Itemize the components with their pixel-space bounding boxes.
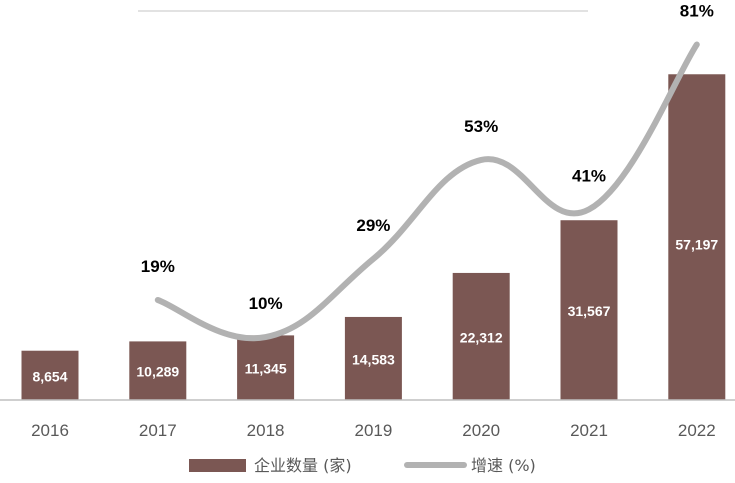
bar-series: 8,654 10,289 11,345 14,583 22,312 31,567 57,19… (21, 74, 726, 400)
bar-2019 (344, 316, 402, 400)
bar-2018 (237, 335, 295, 400)
legend-bar-label: 企业数量 (家) (254, 456, 352, 475)
bar-2017 (129, 341, 187, 400)
x-tick-label: 2020 (462, 421, 500, 440)
bar-value-label: 11,345 (245, 361, 287, 377)
growth-rate-line (154, 41, 700, 342)
bar-2022 (668, 74, 726, 400)
growth-rate-label: 19% (141, 257, 175, 276)
bar-value-label: 10,289 (136, 364, 179, 380)
bar-value-label: 8,654 (32, 368, 67, 384)
bar-value-label: 14,583 (352, 351, 395, 367)
x-tick-label: 2018 (247, 421, 285, 440)
growth-rate-label: 41% (572, 166, 606, 185)
bar-2016 (21, 350, 79, 400)
bar-2020 (452, 272, 510, 400)
x-tick-label: 2021 (570, 421, 608, 440)
x-tick-label: 2017 (139, 421, 177, 440)
growth-rate-labels: 19% 10% 29% 53% 41% 81% (141, 1, 714, 313)
bar-value-label: 22,312 (460, 329, 503, 345)
legend: 企业数量 (家) 增速 (%) (189, 456, 536, 475)
growth-rate-label: 10% (249, 294, 283, 313)
x-tick-labels: 2016 2017 2018 2019 2020 2021 2022 (31, 421, 716, 440)
growth-rate-label: 53% (464, 117, 498, 136)
growth-rate-label: 29% (356, 216, 390, 235)
bar-value-label: 57,197 (675, 236, 718, 252)
bar-2021 (560, 220, 618, 400)
x-tick-label: 2022 (678, 421, 716, 440)
x-tick-label: 2016 (31, 421, 69, 440)
growth-rate-label: 81% (680, 1, 714, 20)
x-tick-label: 2019 (354, 421, 392, 440)
legend-bar-swatch (189, 459, 246, 472)
bar-value-label: 31,567 (568, 303, 611, 319)
legend-line-label: 增速 (%) (471, 456, 536, 475)
